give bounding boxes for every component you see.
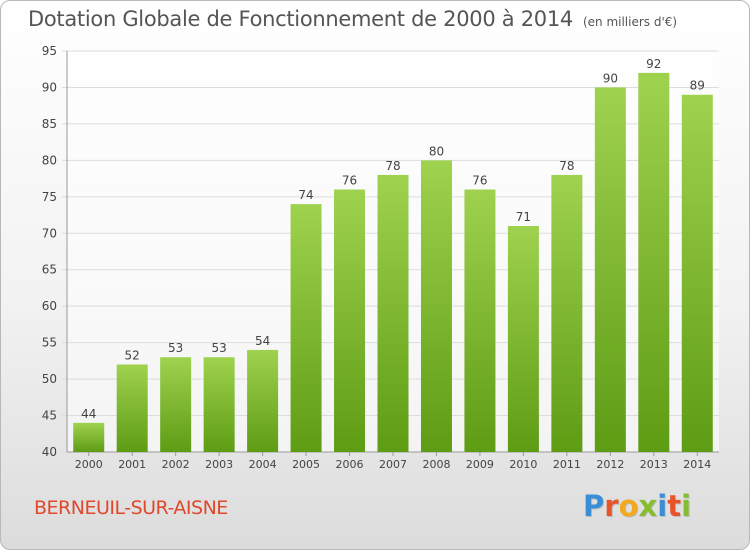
y-tick-label: 85 bbox=[42, 117, 57, 131]
chart-title-text: Dotation Globale de Fonctionnement de 20… bbox=[28, 7, 573, 31]
y-tick-label: 70 bbox=[42, 226, 57, 240]
data-label: 76 bbox=[472, 174, 487, 188]
data-label: 92 bbox=[646, 57, 661, 71]
logo-letter: x bbox=[638, 489, 658, 523]
x-tick-label: 2011 bbox=[553, 458, 581, 471]
logo-letter: i bbox=[681, 489, 692, 523]
bar bbox=[203, 357, 235, 452]
data-label: 89 bbox=[690, 79, 705, 93]
x-tick-label: 2001 bbox=[118, 458, 146, 471]
data-label: 76 bbox=[342, 174, 357, 188]
bar bbox=[638, 72, 670, 452]
data-label: 78 bbox=[385, 159, 400, 173]
y-tick-label: 45 bbox=[42, 409, 57, 423]
data-label: 53 bbox=[168, 341, 183, 355]
bar bbox=[73, 422, 105, 452]
data-label: 80 bbox=[429, 144, 444, 158]
data-label: 90 bbox=[603, 71, 618, 85]
bar bbox=[420, 160, 452, 452]
bar bbox=[507, 225, 539, 452]
y-tick-label: 60 bbox=[42, 299, 57, 313]
proxiti-logo: Proxiti bbox=[583, 489, 691, 523]
bar bbox=[377, 174, 409, 453]
data-label: 44 bbox=[81, 407, 96, 421]
x-tick-label: 2007 bbox=[379, 458, 407, 471]
bar bbox=[551, 174, 583, 453]
x-tick-label: 2013 bbox=[640, 458, 668, 471]
logo-letter: o bbox=[618, 489, 639, 523]
bar bbox=[160, 357, 192, 452]
y-tick-label: 65 bbox=[42, 263, 57, 277]
bar bbox=[290, 204, 322, 452]
x-tick-label: 2006 bbox=[336, 458, 364, 471]
x-tick-label: 2008 bbox=[422, 458, 450, 471]
logo-letter: i bbox=[657, 489, 668, 523]
x-tick-label: 2003 bbox=[205, 458, 233, 471]
y-tick-label: 80 bbox=[42, 153, 57, 167]
data-label: 78 bbox=[559, 159, 574, 173]
logo-letter: P bbox=[583, 489, 605, 523]
commune-name: BERNEUIL-SUR-AISNE bbox=[34, 497, 228, 519]
bar bbox=[681, 94, 713, 452]
bar bbox=[116, 364, 148, 452]
bar bbox=[464, 189, 496, 452]
bar bbox=[247, 349, 279, 452]
data-label: 54 bbox=[255, 334, 270, 348]
chart-unit: (en milliers d'€) bbox=[582, 15, 678, 29]
y-tick-label: 40 bbox=[42, 445, 57, 459]
x-tick-label: 2004 bbox=[249, 458, 277, 471]
x-tick-label: 2002 bbox=[162, 458, 190, 471]
data-label: 74 bbox=[298, 188, 313, 202]
y-tick-label: 90 bbox=[42, 80, 57, 94]
y-tick-label: 55 bbox=[42, 336, 57, 350]
x-tick-label: 2010 bbox=[509, 458, 537, 471]
chart-title: Dotation Globale de Fonctionnement de 20… bbox=[28, 7, 677, 31]
data-label: 52 bbox=[125, 349, 140, 363]
x-tick-label: 2014 bbox=[683, 458, 711, 471]
data-label: 71 bbox=[516, 210, 531, 224]
x-tick-label: 2012 bbox=[596, 458, 624, 471]
y-tick-label: 95 bbox=[42, 44, 57, 58]
bar bbox=[334, 189, 366, 452]
data-label: 53 bbox=[211, 341, 226, 355]
y-tick-label: 75 bbox=[42, 190, 57, 204]
y-tick-label: 50 bbox=[42, 372, 57, 386]
logo-letter: t bbox=[667, 489, 682, 523]
bar bbox=[594, 87, 626, 453]
x-tick-label: 2009 bbox=[466, 458, 494, 471]
x-tick-label: 2000 bbox=[75, 458, 103, 471]
logo-letter: r bbox=[604, 489, 619, 523]
x-tick-label: 2005 bbox=[292, 458, 320, 471]
